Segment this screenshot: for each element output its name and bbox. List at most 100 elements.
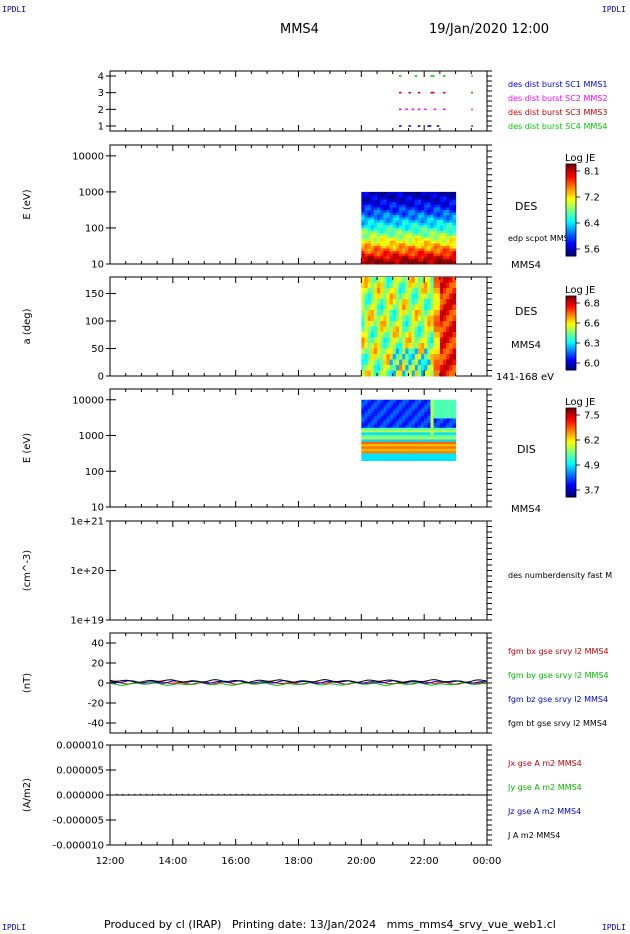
des-energy-cell <box>377 227 381 232</box>
des-pitch-cell <box>405 315 409 322</box>
dis-energy-cell <box>449 411 453 415</box>
des-energy-cell <box>439 204 444 208</box>
des-energy-cell <box>399 243 403 247</box>
dis-energy-cell <box>399 434 403 438</box>
des-energy-cell <box>411 225 416 229</box>
des-energy-cell <box>436 245 441 250</box>
des-pitch-cell <box>414 321 419 327</box>
dis-energy-cell <box>408 441 413 445</box>
dis-energy-cell <box>443 411 447 415</box>
des-energy-cell <box>446 215 450 219</box>
des-energy-cell <box>446 202 450 206</box>
des-pitch-cell <box>367 332 372 338</box>
dis-energy-cell <box>411 409 416 412</box>
des-energy-cell <box>427 197 431 201</box>
colorbar-cell <box>566 445 576 449</box>
des-energy-cell <box>377 240 381 244</box>
dis-energy-cell <box>449 451 453 454</box>
colorbar-cell <box>566 214 576 218</box>
dis-energy-cell <box>377 437 381 440</box>
des-energy-cell <box>446 220 450 224</box>
des-pitch-cell <box>427 299 431 305</box>
des-pitch-cell <box>367 277 372 283</box>
dis-energy-cell <box>449 441 453 445</box>
dis-energy-cell <box>367 406 372 410</box>
des-pitch-cell <box>405 370 409 377</box>
des-pitch-cell <box>364 310 369 316</box>
dis-energy-cell <box>383 458 387 461</box>
des-energy-cell <box>392 194 397 198</box>
des-energy-cell <box>421 199 425 203</box>
des-pitch-cell <box>367 299 372 305</box>
des-energy-cell <box>395 199 400 203</box>
des-pitch-cell <box>395 359 400 366</box>
des-energy-cell <box>405 194 409 198</box>
des-energy-cell <box>414 220 419 224</box>
des-energy-cell <box>364 238 369 242</box>
des-energy-cell <box>367 238 372 242</box>
des-pitch-cell <box>395 354 400 360</box>
dis-energy-cell <box>389 448 394 452</box>
des-energy-cell <box>367 240 372 244</box>
dis-energy-cell <box>408 444 413 447</box>
dis-energy-cell <box>367 399 372 403</box>
dis-energy-cell <box>392 409 397 412</box>
current-series-mark <box>223 793 225 795</box>
des-pitch-cell <box>408 282 413 289</box>
des-pitch-cell <box>364 354 369 360</box>
dis-energy-cell <box>380 434 384 438</box>
dis-energy-cell <box>370 451 375 454</box>
des-pitch-cell <box>436 365 441 371</box>
colorbar-cell <box>566 212 576 216</box>
des-energy-cell <box>361 202 365 206</box>
des-energy-cell <box>399 194 403 198</box>
dis-energy-cell <box>364 409 369 412</box>
des-pitch-cell <box>449 315 453 322</box>
dis-energy-cell <box>364 413 369 417</box>
burst-ytick-label: 1 <box>98 122 104 133</box>
dis-energy-cell <box>439 399 444 403</box>
des-energy-cell <box>433 245 438 250</box>
dis-energy-cell <box>361 430 365 433</box>
dis-energy-cell <box>361 451 365 454</box>
des-energy-cell <box>427 258 431 262</box>
des-energy-cell <box>417 227 422 232</box>
dis-energy-cell <box>402 446 406 450</box>
dis-energy-cell <box>380 455 384 459</box>
current-series-mark <box>217 793 219 795</box>
des-energy-cell <box>408 240 413 244</box>
dis-energy-cell <box>364 418 369 422</box>
des-energy-cell <box>361 238 365 242</box>
des-energy-cell <box>377 191 381 195</box>
des-pitch-cell <box>421 310 425 316</box>
des-pitch-cell <box>408 288 413 294</box>
des-energy-cell <box>383 204 387 208</box>
des-energy-cell <box>439 245 444 250</box>
dis-energy-cell <box>377 441 381 445</box>
des-energy-cell <box>408 202 413 206</box>
des-energy-cell <box>386 222 391 226</box>
dis-energy-cell <box>367 416 372 419</box>
dis-energy-cell <box>377 418 381 422</box>
des-energy-cell <box>421 215 425 219</box>
des-energy-cell <box>414 225 419 229</box>
des-energy-cell <box>405 243 409 247</box>
des-energy-cell <box>405 233 409 237</box>
dis-energy-cell <box>433 427 438 431</box>
des-energy-cell <box>427 199 431 203</box>
des-energy-cell <box>436 238 441 242</box>
burst-mark <box>405 108 408 111</box>
dis-energy-cell <box>408 455 413 459</box>
dis-energy-cell <box>392 437 397 440</box>
des-pitch-cell <box>367 310 372 316</box>
des-pitch-cell <box>411 332 416 338</box>
dis-energy-cell <box>370 455 375 459</box>
des-pitch-cell <box>389 315 394 322</box>
des-pitch-cell <box>386 304 391 311</box>
des-energy-cell <box>417 209 422 214</box>
dis-energy-cell <box>367 413 372 417</box>
des-energy-cell <box>417 220 422 224</box>
des-energy-cell <box>417 258 422 262</box>
des-energy-cell <box>430 253 435 257</box>
des-energy-cell <box>386 220 391 224</box>
